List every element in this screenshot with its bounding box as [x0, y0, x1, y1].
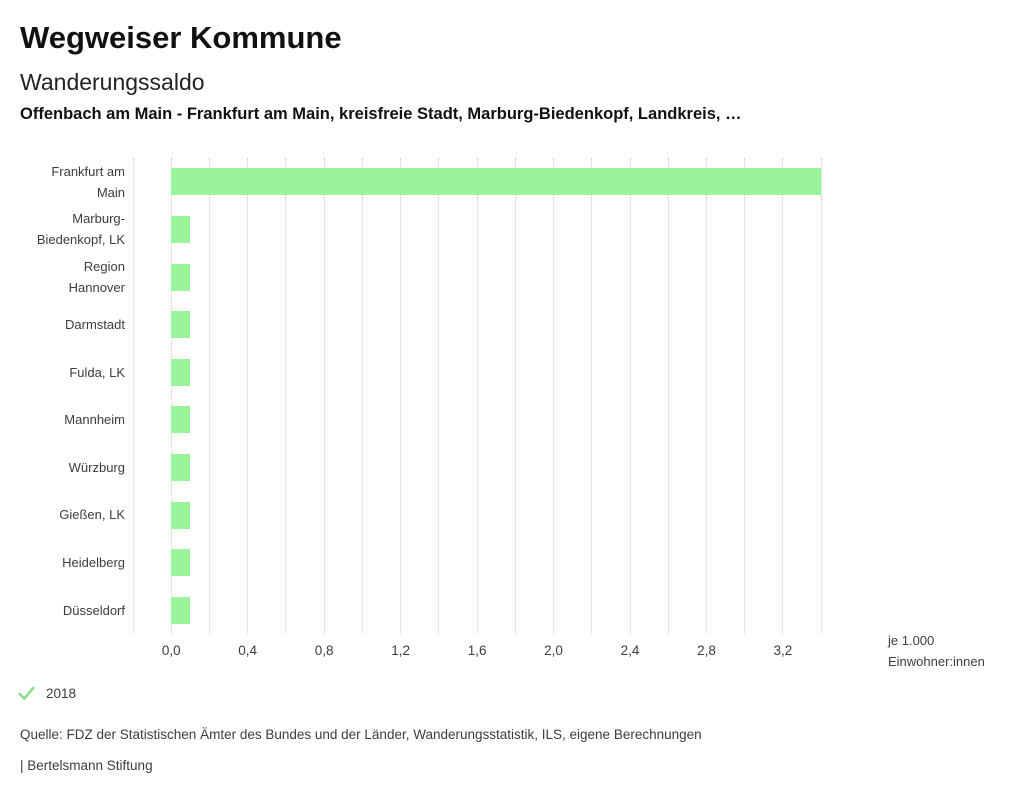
x-axis-unit-line2: Einwohner:innen	[888, 654, 985, 670]
y-axis-labels: Frankfurt am Main Marburg-Biedenkopf, LK R…	[31, 158, 125, 634]
gridline	[629, 158, 631, 634]
category-label: Marburg-Biedenkopf, LK	[36, 211, 125, 248]
comparison-regions-line: Offenbach am Main - Frankfurt am Main, k…	[20, 105, 742, 123]
x-axis-unit-label: je 1.000 Einwohner:innen	[888, 630, 985, 672]
category-label: Würzburg	[68, 459, 125, 475]
gridline	[514, 158, 516, 634]
branding-line: | Bertelsmann Stiftung	[20, 758, 153, 773]
category-label: Darmstadt	[65, 317, 125, 333]
data-bar[interactable]	[171, 596, 191, 624]
category-label: Mannheim	[64, 412, 125, 428]
indicator-title: Wanderungssaldo	[20, 69, 205, 95]
gridline	[323, 158, 325, 634]
gridline	[208, 158, 210, 634]
gridline	[705, 158, 707, 634]
gridline	[591, 158, 593, 634]
legend-year-label: 2018	[46, 686, 77, 701]
category-label: Gießen, LK	[59, 507, 125, 523]
gridline	[782, 158, 784, 634]
gridline	[438, 158, 440, 634]
legend-item-2018[interactable]: 2018	[18, 686, 76, 701]
gridline	[361, 158, 363, 634]
data-bar[interactable]	[171, 406, 191, 434]
category-label: Düsseldorf	[62, 602, 125, 618]
gridline	[667, 158, 669, 634]
data-bar[interactable]	[171, 168, 822, 196]
category-label: Region Hannover	[68, 258, 125, 295]
x-axis-ticks: 0,0 0,4 0,8 1,2 1,6 2,0 2,4 2,8 3,2	[133, 643, 825, 661]
gridline	[820, 158, 822, 634]
category-label: Fulda, LK	[69, 364, 125, 380]
data-bar[interactable]	[171, 311, 191, 339]
x-tick-label: 0,0	[161, 643, 181, 658]
x-axis-unit-line1: je 1.000	[888, 633, 935, 648]
data-bar[interactable]	[171, 215, 191, 243]
source-line: Quelle: FDZ der Statistischen Ämter des …	[20, 727, 702, 742]
data-bar[interactable]	[171, 549, 191, 577]
gridline	[553, 158, 555, 634]
gridline	[170, 158, 172, 634]
plot-area	[132, 158, 825, 634]
x-tick-label: 0,4	[238, 643, 258, 658]
gridline	[285, 158, 287, 634]
x-tick-label: 2,0	[544, 643, 563, 658]
data-bar[interactable]	[171, 453, 191, 481]
data-bar[interactable]	[171, 358, 191, 386]
check-icon	[18, 686, 35, 701]
category-label: Heidelberg	[62, 555, 125, 571]
page-title: Wegweiser Kommune	[20, 20, 342, 55]
gridline	[132, 158, 134, 634]
x-tick-label: 1,2	[391, 643, 410, 658]
x-tick-label: 0,8	[314, 643, 334, 658]
gridline	[744, 158, 746, 634]
data-bar[interactable]	[171, 263, 191, 291]
x-tick-label: 3,2	[773, 643, 793, 658]
bar-chart: Frankfurt am Main Marburg-Biedenkopf, LK R…	[0, 158, 1024, 703]
data-bar[interactable]	[171, 501, 191, 529]
gridline	[247, 158, 249, 634]
category-label: Frankfurt am Main	[51, 163, 125, 200]
gridline	[400, 158, 402, 634]
x-tick-label: 2,4	[620, 643, 640, 658]
x-tick-label: 2,8	[697, 643, 716, 658]
gridline	[476, 158, 478, 634]
x-tick-label: 1,6	[467, 643, 487, 658]
